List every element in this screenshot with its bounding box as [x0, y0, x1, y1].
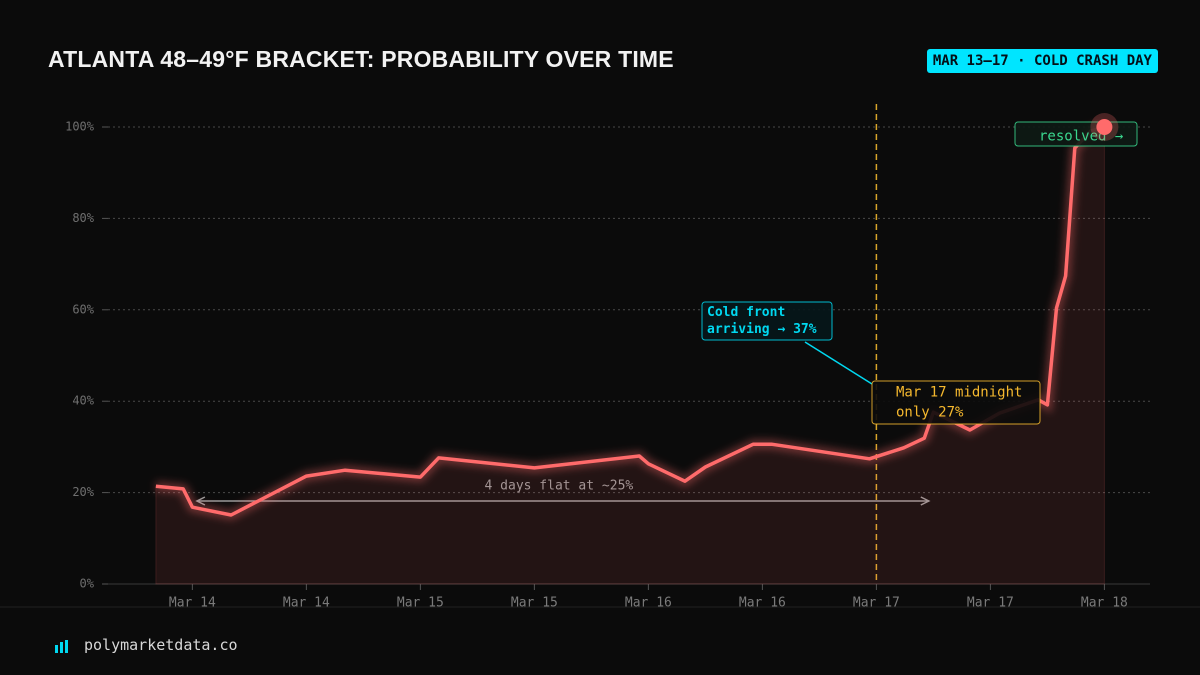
- y-tick-label: 100%: [65, 120, 95, 134]
- annotation-box: [701, 301, 833, 341]
- footer-brand: polymarketdata.co: [84, 636, 238, 654]
- span-label: 4 days flat at ~25%: [485, 479, 634, 494]
- y-tick-label: 40%: [72, 394, 94, 408]
- y-tick-label: 20%: [72, 485, 94, 499]
- x-tick-label: Mar 15: [511, 596, 558, 611]
- y-tick-label: 0%: [80, 577, 95, 591]
- annotation-text: Cold front: [707, 305, 785, 320]
- logo: [55, 640, 68, 653]
- y-tick-label: 80%: [72, 211, 94, 225]
- end-dot: [1096, 119, 1113, 135]
- line: [155, 125, 1105, 517]
- area: [155, 126, 1105, 585]
- annotation-text: only 27%: [896, 404, 964, 420]
- chart-title: ATLANTA 48–49°F BRACKET: PROBABILITY OVE…: [48, 46, 674, 72]
- x-tick-label: Mar 15: [397, 596, 444, 611]
- y-tick-label: 60%: [72, 302, 94, 316]
- leader-line: [804, 341, 873, 385]
- arrow-head: [920, 496, 931, 506]
- x-tick-label: Mar 14: [283, 596, 330, 611]
- x-tick-label: Mar 14: [169, 596, 216, 611]
- arrow-head: [195, 496, 206, 506]
- annotation-text: arriving → 37%: [707, 322, 817, 337]
- x-tick-label: Mar 17: [967, 596, 1014, 611]
- x-tick-label: Mar 16: [739, 596, 786, 611]
- annotation-box: [871, 380, 1041, 425]
- x-tick-label: Mar 18: [1081, 596, 1128, 611]
- annotation-text: Mar 17 midnight: [896, 385, 1022, 401]
- x-tick-label: Mar 16: [625, 596, 672, 611]
- badge: MAR 13–17 · COLD CRASH DAY: [926, 49, 1158, 73]
- x-tick-label: Mar 17: [853, 596, 900, 611]
